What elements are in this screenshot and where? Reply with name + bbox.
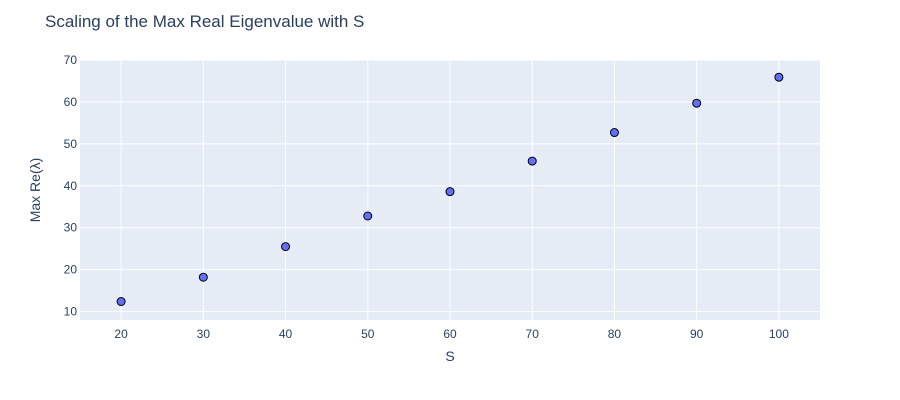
data-points (116, 72, 784, 307)
x-axis-ticks: 20 30 40 50 60 70 80 90 100 (114, 327, 789, 341)
data-point[interactable] (281, 242, 291, 252)
x-tick-label: 100 (769, 327, 789, 341)
x-axis-title: S (445, 348, 454, 364)
data-point[interactable] (363, 211, 373, 221)
x-tick-label: 50 (361, 327, 375, 341)
x-tick-label: 30 (197, 327, 211, 341)
data-point[interactable] (609, 128, 619, 138)
data-point[interactable] (116, 297, 126, 307)
y-axis-title: Max Re(λ) (27, 158, 43, 223)
y-axis-ticks: 10 20 30 40 50 60 70 (64, 53, 78, 319)
y-tick-label: 40 (64, 179, 78, 193)
data-point[interactable] (445, 187, 455, 197)
y-tick-label: 70 (64, 53, 78, 67)
y-tick-label: 50 (64, 137, 78, 151)
x-tick-label: 70 (526, 327, 540, 341)
data-point[interactable] (692, 98, 702, 108)
x-tick-label: 80 (608, 327, 622, 341)
grid-lines (80, 59, 820, 320)
data-point[interactable] (198, 272, 208, 282)
data-point[interactable] (527, 156, 537, 166)
x-tick-label: 90 (690, 327, 704, 341)
x-tick-label: 40 (279, 327, 293, 341)
y-tick-label: 10 (64, 305, 78, 319)
x-tick-label: 20 (114, 327, 128, 341)
chart-title: Scaling of the Max Real Eigenvalue with … (45, 12, 365, 31)
data-point[interactable] (774, 72, 784, 82)
y-tick-label: 60 (64, 95, 78, 109)
x-tick-label: 60 (443, 327, 457, 341)
y-tick-label: 20 (64, 263, 78, 277)
y-tick-label: 30 (64, 221, 78, 235)
